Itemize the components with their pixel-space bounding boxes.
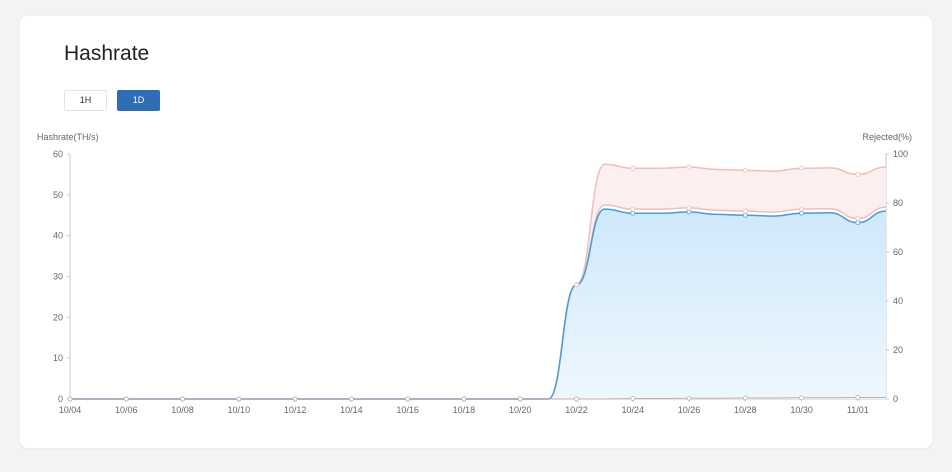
- y-right-tick-label: 20: [893, 345, 903, 355]
- x-tick-label: 10/12: [284, 405, 307, 415]
- rejected-point: [348, 396, 354, 402]
- x-tick-label: 11/01: [847, 405, 869, 415]
- hashrate-point: [630, 210, 636, 216]
- x-tick-label: 10/28: [734, 405, 757, 415]
- x-tick-label: 10/14: [340, 405, 363, 415]
- rejected-point: [180, 396, 185, 402]
- x-tick-label: 10/06: [115, 405, 138, 415]
- hashrate-point: [686, 209, 692, 215]
- y-left-tick-label: 20: [53, 312, 63, 322]
- y-left-tick-label: 40: [53, 231, 63, 241]
- rejected-band-fill: [70, 164, 886, 399]
- x-tick-label: 10/04: [59, 405, 82, 415]
- x-tick-label: 10/08: [171, 405, 194, 415]
- y-right-tick-label: 100: [893, 149, 908, 159]
- range-1d-button[interactable]: 1D: [117, 90, 160, 111]
- y-left-axis-label: Hashrate(TH/s): [37, 132, 99, 142]
- hashrate-point: [855, 220, 861, 226]
- band-upper-point: [630, 165, 636, 171]
- hashrate-point: [799, 210, 804, 216]
- rejected-point: [742, 395, 748, 401]
- band-upper-point: [799, 165, 804, 171]
- y-left-tick-label: 50: [53, 190, 63, 200]
- x-tick-label: 10/18: [453, 405, 476, 415]
- y-right-tick-label: 80: [893, 198, 903, 208]
- y-right-tick-label: 40: [893, 296, 903, 306]
- x-tick-label: 10/22: [565, 405, 588, 415]
- rejected-point: [630, 396, 636, 401]
- hashrate-point: [742, 212, 748, 218]
- y-left-tick-label: 10: [53, 353, 63, 363]
- band-mid-point: [799, 206, 804, 212]
- rejected-point: [236, 396, 242, 402]
- rejected-point: [123, 396, 129, 402]
- rejected-point: [405, 396, 411, 402]
- band-upper-point: [686, 164, 692, 170]
- rejected-point: [67, 396, 73, 402]
- rejected-point: [292, 396, 298, 402]
- band-upper-point: [855, 172, 861, 177]
- y-right-axis-label: Rejected(%): [862, 132, 912, 142]
- y-left-tick-label: 30: [53, 272, 63, 282]
- x-tick-label: 10/26: [678, 405, 701, 415]
- x-tick-label: 10/30: [790, 405, 813, 415]
- y-left-tick-label: 0: [58, 394, 63, 404]
- x-tick-label: 10/16: [396, 405, 419, 415]
- y-right-tick-label: 0: [893, 394, 898, 404]
- rejected-point: [461, 396, 467, 402]
- rejected-point: [517, 396, 523, 402]
- band-mid-point: [742, 208, 748, 214]
- chart-labels: Hashrate(TH/s) Rejected(%): [37, 132, 912, 142]
- y-right-tick-label: 60: [893, 247, 903, 257]
- band-upper-point: [574, 282, 579, 288]
- rejected-point: [574, 396, 579, 402]
- chart-series: [67, 163, 887, 402]
- hashrate-area-fill: [70, 209, 886, 399]
- rejected-point: [799, 395, 804, 401]
- band-mid-point: [630, 206, 636, 212]
- band-mid-point: [686, 205, 692, 211]
- rejected-point: [855, 395, 861, 400]
- x-tick-label: 10/10: [228, 405, 251, 415]
- x-tick-label: 10/20: [509, 405, 532, 415]
- rejected-line: [69, 397, 886, 400]
- band-mid-point: [855, 216, 861, 221]
- band-upper-point: [742, 167, 748, 173]
- range-1h-button[interactable]: 1H: [64, 90, 107, 111]
- rejected-point: [686, 395, 692, 401]
- y-left-tick-label: 60: [53, 149, 63, 159]
- x-tick-label: 10/24: [621, 405, 644, 415]
- page-title: Hashrate: [64, 42, 150, 65]
